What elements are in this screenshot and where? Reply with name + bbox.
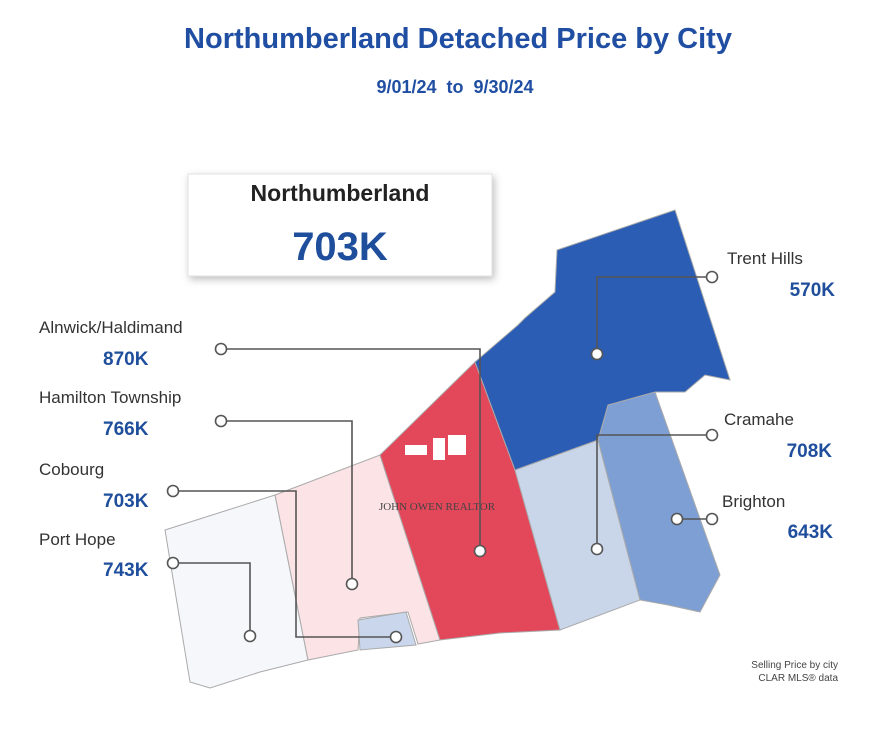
title: Northumberland Detached Price by City bbox=[184, 23, 732, 55]
leader bbox=[596, 434, 712, 549]
card-value: 703K bbox=[292, 225, 388, 269]
region-name: Hamilton Township bbox=[39, 388, 181, 407]
region-name: Alnwick/Haldimand bbox=[39, 318, 183, 337]
leader bbox=[173, 490, 396, 638]
region-name: Cobourg bbox=[39, 460, 104, 479]
leaders bbox=[166, 270, 719, 644]
region-value: 703K bbox=[103, 491, 149, 512]
leader bbox=[221, 348, 481, 551]
region-cobourg bbox=[357, 611, 417, 651]
footnote: CLAR MLS® data bbox=[758, 673, 838, 684]
region-value: 870K bbox=[103, 349, 149, 370]
footnote: Selling Price by city bbox=[751, 660, 838, 671]
card-name: Northumberland bbox=[251, 180, 430, 206]
region-value: 766K bbox=[103, 419, 149, 440]
region-trent-hills bbox=[474, 209, 731, 471]
region-name: Trent Hills bbox=[727, 249, 803, 268]
watermark: JOHN OWEN REALTOR bbox=[379, 501, 496, 513]
region-labels: Trent Hills 570K Alnwick/Haldimand 870K … bbox=[39, 249, 835, 581]
map: JOHN OWEN REALTOR bbox=[164, 209, 731, 689]
leader-dots bbox=[166, 270, 719, 644]
summary-card: Northumberland 703K bbox=[187, 173, 493, 277]
island-shapes bbox=[405, 435, 466, 460]
region-name: Brighton bbox=[722, 492, 785, 511]
region-value: 570K bbox=[790, 280, 836, 301]
region-value: 743K bbox=[103, 560, 149, 581]
region-value: 643K bbox=[788, 522, 834, 543]
leader bbox=[596, 276, 712, 354]
region-value: 708K bbox=[787, 441, 833, 462]
subtitle: 9/01/24 to 9/30/24 bbox=[376, 77, 533, 97]
region-name: Port Hope bbox=[39, 530, 116, 549]
region-name: Cramahe bbox=[724, 410, 794, 429]
leader bbox=[173, 562, 251, 636]
leader bbox=[221, 420, 353, 584]
card-box bbox=[187, 173, 493, 277]
